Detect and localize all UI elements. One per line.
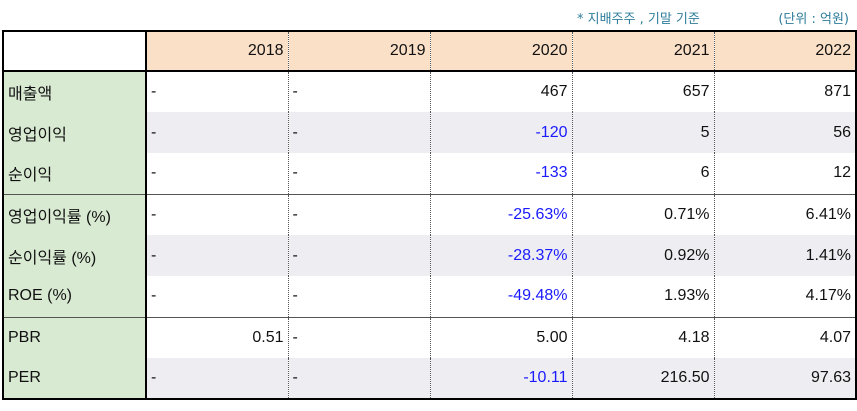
table-cell: - <box>287 276 430 318</box>
table-cell: -133 <box>429 153 572 195</box>
row-label: 영업이익 <box>3 112 147 153</box>
year-header: 2018 <box>145 31 288 72</box>
table-cell: -120 <box>429 112 572 153</box>
table-cell: 97.63 <box>713 358 856 399</box>
table-cell: -28.37% <box>429 235 572 276</box>
table-row: 매출액 - - 467 657 871 <box>3 71 856 112</box>
table-row: 순이익 - - -133 6 12 <box>3 153 856 195</box>
table-row: PBR 0.51 - 5.00 4.18 4.07 <box>3 317 856 358</box>
table-cell: 0.92% <box>571 235 714 276</box>
table-cell: - <box>145 235 288 276</box>
row-label: 매출액 <box>3 71 147 112</box>
table-cell: - <box>145 358 288 399</box>
table-cell: 4.17% <box>713 276 856 318</box>
table-cell: -10.11 <box>429 358 572 399</box>
table-cell: - <box>145 153 288 195</box>
year-header: 2022 <box>713 31 856 72</box>
row-label: 순이익률 (%) <box>3 235 147 276</box>
table-cell: 6.41% <box>713 194 856 235</box>
table-cell: - <box>287 317 430 358</box>
table-cell: 1.93% <box>571 276 714 318</box>
row-label: ROE (%) <box>3 276 147 318</box>
table-cell: 4.18 <box>571 317 714 358</box>
year-header: 2020 <box>429 31 572 72</box>
basis-note: * 지배주주 , 기말 기준 <box>577 12 700 27</box>
table-row: 순이익률 (%) - - -28.37% 0.92% 1.41% <box>3 235 856 276</box>
table-cell: 5.00 <box>429 317 572 358</box>
table-cell: 56 <box>713 112 856 153</box>
row-label: 영업이익률 (%) <box>3 194 147 235</box>
table-cell: 1.41% <box>713 235 856 276</box>
table-cell: - <box>145 194 288 235</box>
table-cell: - <box>145 276 288 318</box>
table-cell: 4.07 <box>713 317 856 358</box>
table-cell: 216.50 <box>571 358 714 399</box>
table-cell: -25.63% <box>429 194 572 235</box>
row-label: PBR <box>3 317 147 358</box>
financial-summary-table: 2018 2019 2020 2021 2022 매출액 - - 467 657… <box>2 30 857 400</box>
table-cell: 5 <box>571 112 714 153</box>
header-corner-cell <box>2 31 147 72</box>
table-cell: - <box>287 235 430 276</box>
year-header: 2019 <box>287 31 430 72</box>
table-cell: - <box>287 71 430 112</box>
table-cell: 0.71% <box>571 194 714 235</box>
year-header: 2021 <box>571 31 714 72</box>
table-cell: - <box>145 112 288 153</box>
table-cell: - <box>287 358 430 399</box>
table-cell: 871 <box>713 71 856 112</box>
unit-note: (단위 : 억원) <box>778 12 849 27</box>
table-row: 영업이익 - - -120 5 56 <box>3 112 856 153</box>
table-cell: - <box>287 112 430 153</box>
table-row: PER - - -10.11 216.50 97.63 <box>3 358 856 399</box>
table-cell: 0.51 <box>145 317 288 358</box>
table-row: ROE (%) - - -49.48% 1.93% 4.17% <box>3 276 856 318</box>
row-label: PER <box>3 358 147 399</box>
table-cell: - <box>287 194 430 235</box>
table-cell: 467 <box>429 71 572 112</box>
table-cell: 657 <box>571 71 714 112</box>
row-label: 순이익 <box>3 153 147 195</box>
header-row: 2018 2019 2020 2021 2022 <box>2 31 856 72</box>
table-cell: 6 <box>571 153 714 195</box>
table-cell: - <box>287 153 430 195</box>
table-cell: 12 <box>713 153 856 195</box>
table-row: 영업이익률 (%) - - -25.63% 0.71% 6.41% <box>3 194 856 235</box>
table-cell: -49.48% <box>429 276 572 318</box>
table-cell: - <box>145 71 288 112</box>
